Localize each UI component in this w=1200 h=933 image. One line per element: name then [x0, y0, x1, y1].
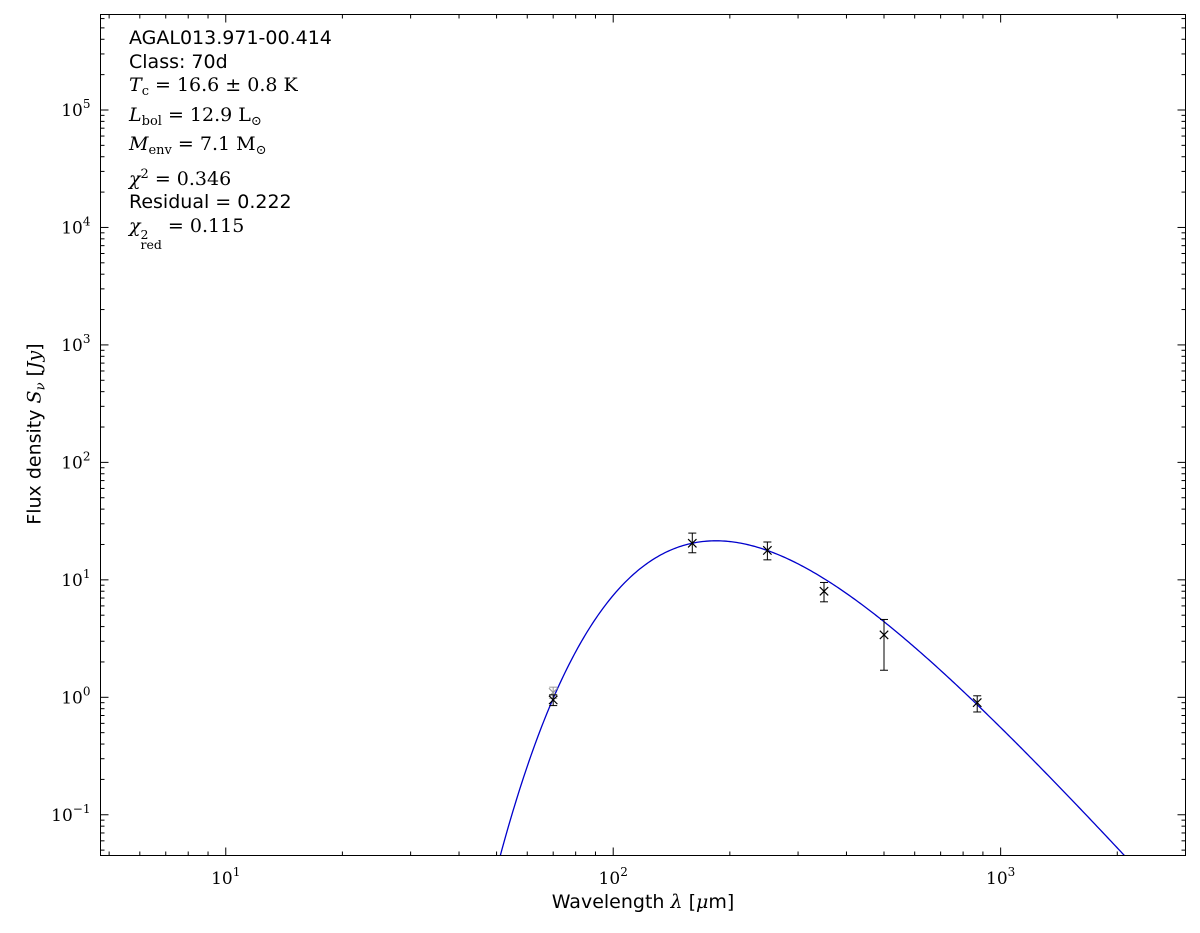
data-point — [972, 695, 982, 713]
svg-text:10−1: 10−1 — [51, 802, 90, 826]
svg-text:102: 102 — [61, 449, 90, 473]
sup-sub-stack: 2 red — [140, 226, 162, 252]
text-part: ⊙ — [250, 113, 262, 129]
y-axis-label: Flux density Sν [Jy] — [24, 343, 49, 524]
annotation-line: Lbol = 12.9 L⊙ — [129, 104, 332, 134]
text-part: Jy — [23, 350, 46, 370]
annotation-line: Tc = 16.6 ± 0.8 K — [129, 74, 332, 104]
text-part: ] — [23, 343, 46, 351]
data-point — [879, 618, 889, 671]
svg-text:100: 100 — [61, 684, 90, 708]
data-point — [548, 694, 558, 707]
text-part: M — [129, 133, 149, 155]
annotation-line: Residual = 0.222 — [129, 191, 332, 215]
svg-text:105: 105 — [61, 97, 90, 121]
plot-frame — [100, 14, 1186, 856]
data-point — [687, 532, 697, 554]
text-part: L — [129, 103, 142, 126]
text-part: Residual = 0.222 — [129, 191, 292, 213]
annotation-line: χ 2 red = 0.115 — [129, 215, 332, 251]
text-part: Wavelength — [551, 891, 671, 913]
svg-text:103: 103 — [61, 332, 90, 356]
text-part: χ — [129, 214, 141, 237]
text-part: λ — [670, 891, 683, 913]
svg-text:104: 104 — [61, 214, 91, 238]
text-part: bol — [141, 113, 162, 129]
text-part: = 12.9 L — [161, 103, 251, 126]
text-part: 2 — [140, 166, 149, 182]
svg-text:103: 103 — [986, 865, 1015, 889]
annotation-line: Class: 70d — [129, 51, 332, 75]
text-part: = 0.346 — [148, 167, 232, 190]
text-part: AGAL013.971-00.414 — [129, 27, 332, 49]
svg-text:101: 101 — [61, 567, 90, 591]
text-part: env — [148, 143, 172, 158]
x-axis-label: Wavelength λ [μm] — [552, 891, 735, 913]
text-part: ν — [33, 382, 49, 391]
text-part: [ — [682, 891, 696, 913]
model-curve — [499, 540, 1126, 856]
text-part: χ — [129, 167, 141, 190]
text-part: = 16.6 ± 0.8 K — [148, 74, 298, 96]
text-part: ⊙ — [255, 143, 267, 158]
text-part: = 7.1 M — [171, 133, 256, 155]
svg-text:102: 102 — [599, 865, 628, 889]
svg-text:101: 101 — [211, 865, 240, 889]
fit-parameters-annotation: AGAL013.971-00.414 Class: 70d Tc = 16.6 ± … — [129, 27, 332, 251]
data-point — [819, 581, 829, 603]
text-part: Class: 70d — [129, 50, 228, 73]
axis-ticks — [100, 14, 1186, 856]
text-part: T — [129, 74, 142, 96]
text-part: c — [141, 84, 149, 99]
annotation-line: AGAL013.971-00.414 — [129, 27, 332, 51]
text-part: m] — [708, 891, 735, 913]
text-part: Flux density — [23, 403, 46, 525]
data-points — [548, 532, 982, 713]
tick-labels: 101 102 103 10−1 100 101 102 103 104 105 — [51, 97, 1015, 889]
text-part: [ — [23, 369, 46, 383]
text-part: S — [23, 390, 46, 404]
text-part: = 0.115 — [161, 214, 245, 237]
data-point — [762, 541, 773, 561]
annotation-line: Menv = 7.1 M⊙ — [129, 133, 332, 163]
text-part: μ — [695, 891, 709, 913]
annotation-line: χ2 = 0.346 — [129, 163, 332, 192]
